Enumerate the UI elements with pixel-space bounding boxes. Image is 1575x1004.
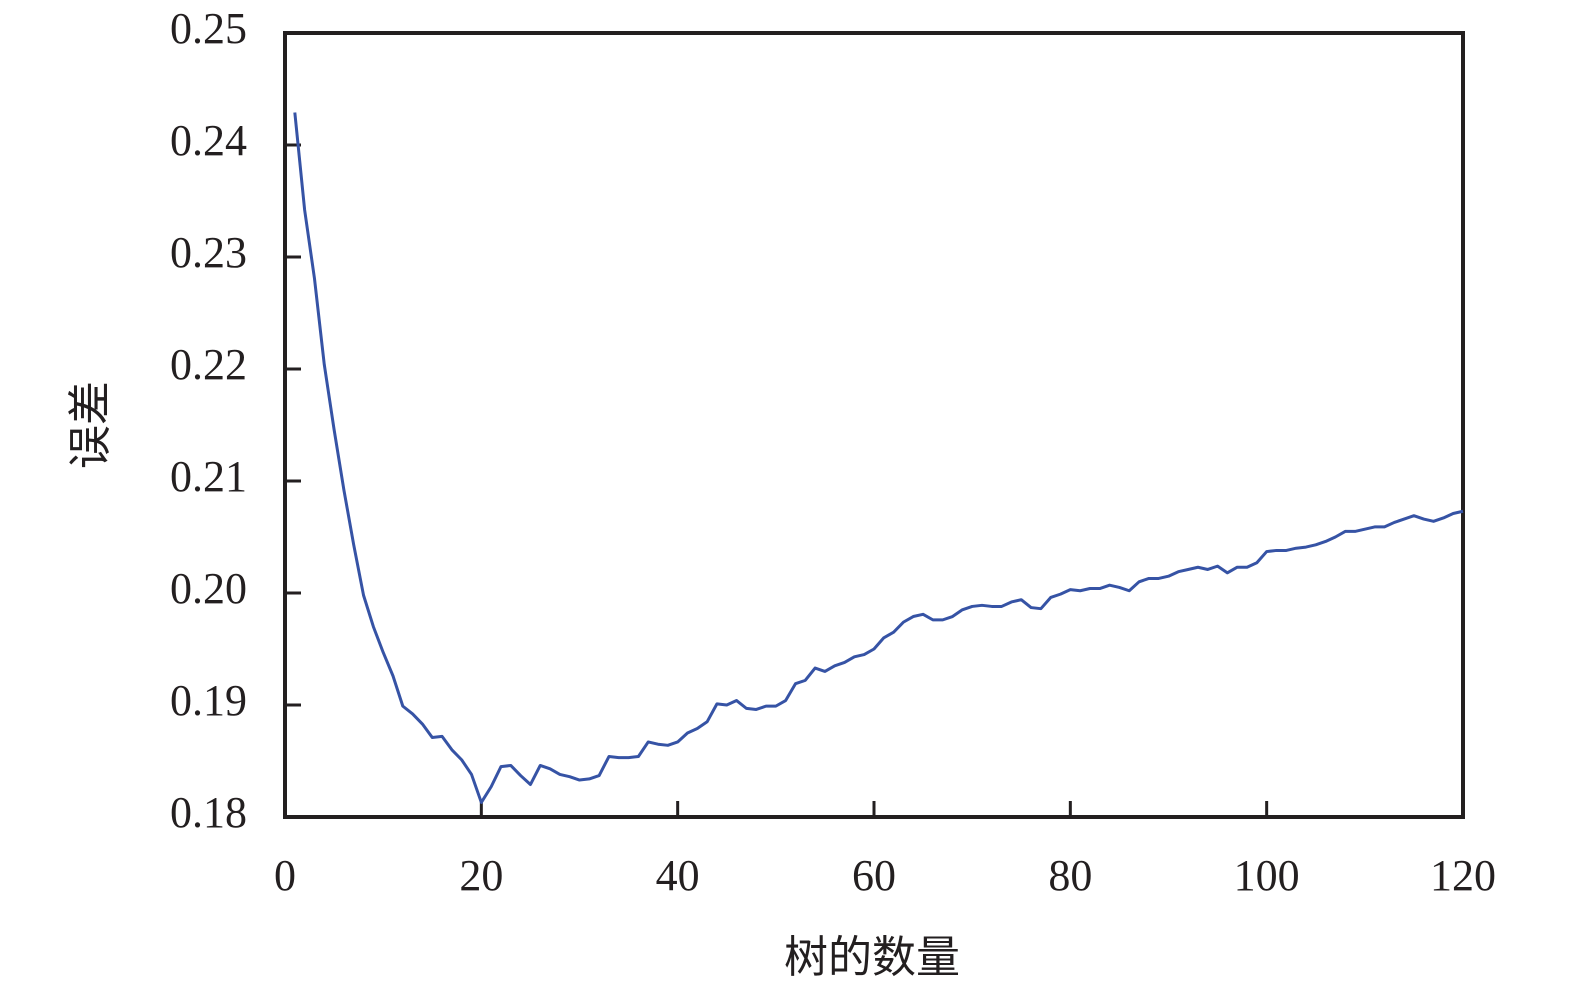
x-tick-label: 0 bbox=[274, 851, 296, 900]
x-tick-label: 20 bbox=[459, 851, 503, 900]
x-tick-label: 60 bbox=[852, 851, 896, 900]
x-axis-label: 树的数量 bbox=[784, 933, 960, 982]
y-axis-label: 误差 bbox=[66, 381, 115, 469]
y-tick-label: 0.19 bbox=[170, 676, 247, 725]
y-tick-label: 0.23 bbox=[170, 228, 247, 277]
y-tick-label: 0.25 bbox=[170, 4, 247, 53]
x-tick-label: 120 bbox=[1430, 851, 1496, 900]
x-tick-label: 40 bbox=[656, 851, 700, 900]
y-tick-label: 0.21 bbox=[170, 452, 247, 501]
y-tick-label: 0.20 bbox=[170, 564, 247, 613]
x-tick-label: 80 bbox=[1048, 851, 1092, 900]
data-line bbox=[293, 112, 1464, 804]
x-tick-label: 100 bbox=[1234, 851, 1300, 900]
y-tick-label: 0.24 bbox=[170, 116, 247, 165]
plot-frame bbox=[283, 31, 1465, 819]
y-tick-label: 0.18 bbox=[170, 788, 247, 837]
y-tick-label: 0.22 bbox=[170, 340, 247, 389]
